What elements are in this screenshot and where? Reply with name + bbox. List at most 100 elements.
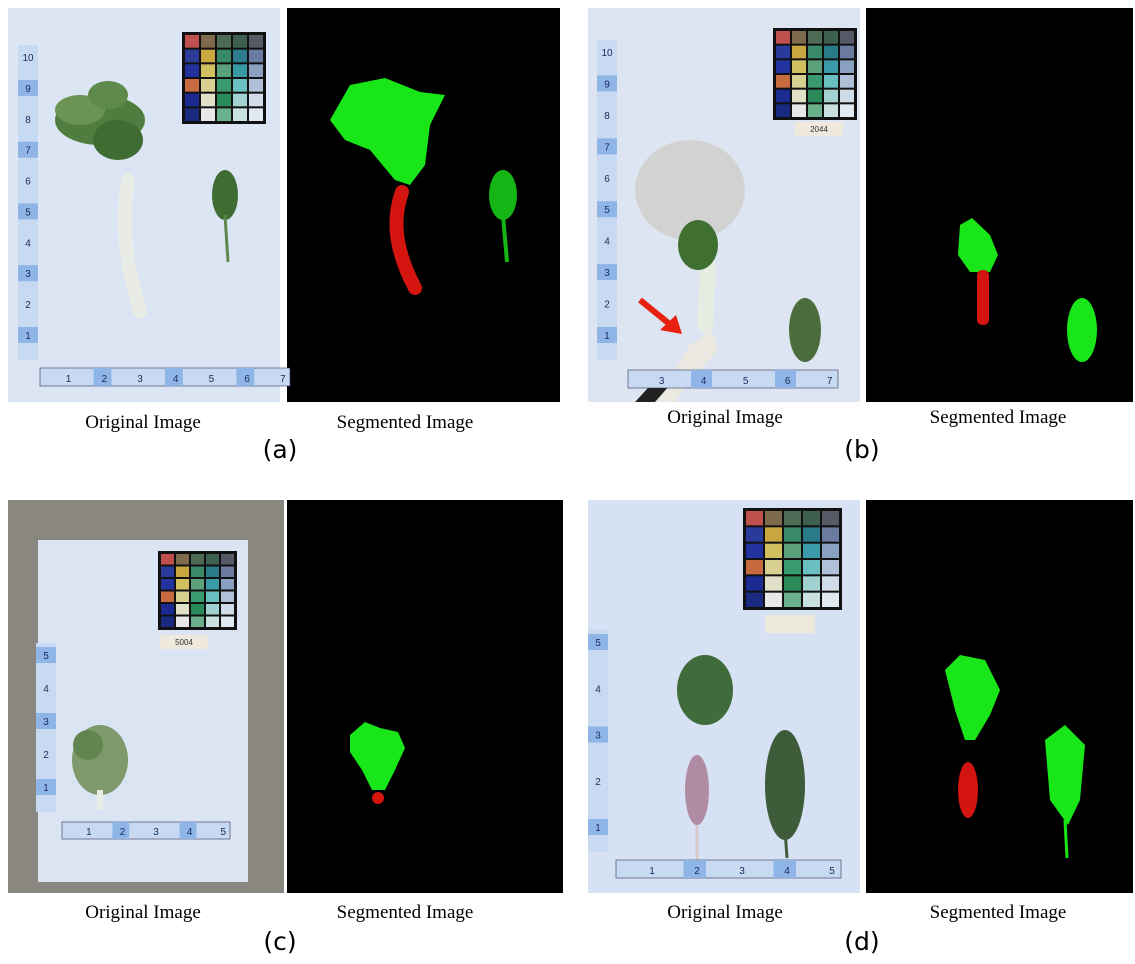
- checker-patch: [746, 593, 763, 607]
- ruler-label: 1: [604, 331, 610, 342]
- seg-leaves: [1067, 298, 1097, 362]
- checker-patch: [161, 567, 174, 578]
- figure: 123456789101234567Original ImageSegmente…: [0, 0, 1135, 964]
- checker-patch: [191, 567, 204, 578]
- panel-a: [8, 8, 560, 402]
- checker-patch: [201, 94, 215, 107]
- checker-patch: [217, 108, 231, 121]
- checker-patch: [185, 64, 199, 77]
- checker-patch: [206, 579, 219, 590]
- checker-patch: [776, 90, 790, 103]
- checker-patch: [217, 64, 231, 77]
- ruler-label: 6: [25, 177, 31, 188]
- tag: [765, 615, 815, 633]
- tag-text: 5004: [175, 638, 193, 647]
- checker-patch: [249, 79, 263, 92]
- checker-patch: [822, 576, 839, 590]
- checker-patch: [822, 593, 839, 607]
- segmented-image: [287, 500, 563, 893]
- ruler-label: 4: [187, 827, 193, 838]
- checker-patch: [201, 64, 215, 77]
- checker-patch: [176, 617, 189, 628]
- checker-patch: [784, 527, 801, 541]
- checker-patch: [221, 579, 234, 590]
- checker-patch: [792, 60, 806, 73]
- checker-patch: [824, 60, 838, 73]
- checker-patch: [249, 94, 263, 107]
- ruler-label: 4: [595, 684, 601, 695]
- caption-segmented: Segmented Image: [930, 407, 1067, 428]
- checker-patch: [765, 593, 782, 607]
- checker-patch: [185, 50, 199, 63]
- ruler-label: 7: [827, 376, 833, 387]
- caption-original: Original Image: [85, 902, 201, 923]
- seg-root: [958, 762, 978, 818]
- ruler-label: 6: [244, 374, 250, 385]
- checker-patch: [176, 604, 189, 615]
- ruler-label: 5: [209, 374, 215, 385]
- checker-patch: [840, 31, 854, 44]
- checker-patch: [176, 579, 189, 590]
- checker-patch: [217, 35, 231, 48]
- ruler-label: 1: [25, 331, 31, 342]
- ruler-label: 2: [604, 300, 610, 311]
- checker-patch: [161, 592, 174, 603]
- panel-label: (d): [844, 927, 879, 956]
- checker-patch: [822, 527, 839, 541]
- caption-original: Original Image: [667, 902, 783, 923]
- checker-patch: [824, 31, 838, 44]
- checker-patch: [206, 592, 219, 603]
- checker-patch: [201, 108, 215, 121]
- checker-patch: [217, 79, 231, 92]
- ruler-label: 7: [25, 146, 31, 157]
- checker-patch: [249, 35, 263, 48]
- checker-patch: [822, 511, 839, 525]
- panel-label: (a): [263, 435, 298, 464]
- checker-patch: [808, 90, 822, 103]
- ruler-label: 6: [604, 174, 610, 185]
- ruler-label: 4: [604, 237, 610, 248]
- ruler-label: 8: [25, 115, 31, 126]
- panel-label: (c): [263, 927, 296, 956]
- checker-patch: [746, 511, 763, 525]
- tag-text: 2044: [810, 125, 828, 134]
- ruler-label: 2: [694, 866, 700, 877]
- checker-patch: [803, 527, 820, 541]
- checker-patch: [792, 104, 806, 117]
- ruler-label: 2: [102, 374, 108, 385]
- ruler-label: 1: [43, 783, 49, 794]
- checker-patch: [201, 79, 215, 92]
- seg-leaves: [489, 170, 517, 220]
- ruler-label: 3: [153, 827, 159, 838]
- checker-patch: [765, 544, 782, 558]
- checker-patch: [233, 94, 247, 107]
- checker-patch: [808, 46, 822, 59]
- checker-patch: [784, 593, 801, 607]
- checker-patch: [784, 511, 801, 525]
- checker-patch: [221, 592, 234, 603]
- ruler-label: 5: [595, 638, 601, 649]
- checker-patch: [221, 617, 234, 628]
- checker-patch: [840, 46, 854, 59]
- checker-patch: [233, 64, 247, 77]
- checker-patch: [206, 567, 219, 578]
- checker-patch: [822, 544, 839, 558]
- checker-patch: [776, 75, 790, 88]
- seg-leaves: [1065, 820, 1067, 858]
- ruler-label: 5: [25, 207, 31, 218]
- checker-patch: [792, 75, 806, 88]
- ruler-label: 6: [785, 376, 791, 387]
- checker-patch: [792, 46, 806, 59]
- checker-patch: [840, 90, 854, 103]
- checker-patch: [176, 592, 189, 603]
- checker-patch: [185, 108, 199, 121]
- checker-patch: [185, 94, 199, 107]
- panel-b: [588, 8, 1133, 402]
- ruler-label: 3: [137, 374, 143, 385]
- checker-patch: [249, 108, 263, 121]
- caption-segmented: Segmented Image: [337, 412, 474, 433]
- caption-original: Original Image: [667, 407, 783, 428]
- checker-patch: [233, 108, 247, 121]
- ruler-label: 9: [604, 79, 610, 90]
- checker-patch: [206, 604, 219, 615]
